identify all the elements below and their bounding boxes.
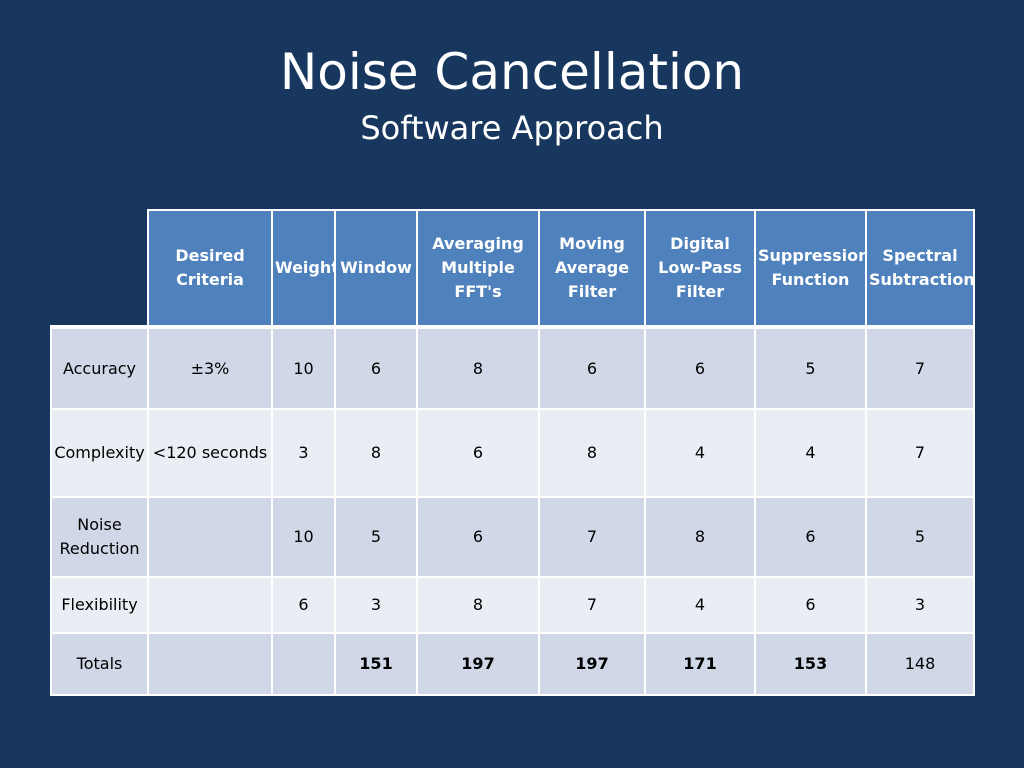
header-window: Window: [334, 209, 418, 329]
averaging-cell: 6: [416, 408, 540, 498]
averaging-total: 197: [416, 632, 540, 696]
spectral-cell: 7: [865, 326, 975, 410]
header-digital-low-pass-filter: Digital Low-Pass Filter: [644, 209, 756, 329]
weight-cell: 10: [271, 326, 336, 410]
spectral-total: 148: [865, 632, 975, 696]
suppression-total: 153: [754, 632, 867, 696]
weight-cell: 3: [271, 408, 336, 498]
weight-cell: 6: [271, 576, 336, 634]
row-label: Flexibility: [50, 576, 149, 634]
weight-cell: [271, 632, 336, 696]
suppression-cell: 5: [754, 326, 867, 410]
table-row-flexibility: Flexibility 6 3 8 7 4 6 3: [50, 576, 975, 634]
averaging-cell: 6: [416, 496, 540, 578]
low-pass-cell: 8: [644, 496, 756, 578]
desired-criteria-cell: ±3%: [147, 326, 273, 410]
moving-average-total: 197: [538, 632, 646, 696]
averaging-cell: 8: [416, 576, 540, 634]
suppression-cell: 6: [754, 576, 867, 634]
spectral-cell: 5: [865, 496, 975, 578]
header-desired-criteria: Desired Criteria: [147, 209, 273, 329]
table-row-accuracy: Accuracy ±3% 10 6 8 6 6 5 7: [50, 326, 975, 410]
table-header-row: Desired Criteria Weight Window Averaging…: [51, 209, 975, 329]
window-cell: 3: [334, 576, 418, 634]
row-label: Accuracy: [50, 326, 149, 410]
window-cell: 8: [334, 408, 418, 498]
header-spectral-subtraction: Spectral Subtraction: [865, 209, 975, 329]
moving-average-cell: 7: [538, 496, 646, 578]
row-label: Complexity: [50, 408, 149, 498]
weight-cell: 10: [271, 496, 336, 578]
suppression-cell: 4: [754, 408, 867, 498]
criteria-table: Desired Criteria Weight Window Averaging…: [50, 209, 975, 696]
slide-title: Noise Cancellation: [279, 43, 745, 101]
header-moving-average-filter: Moving Average Filter: [538, 209, 646, 329]
desired-criteria-cell: [147, 496, 273, 578]
window-total: 151: [334, 632, 418, 696]
table-row-noise-reduction: Noise Reduction 10 5 6 7 8 6 5: [50, 496, 975, 578]
header-suppression-function: Suppression Function: [754, 209, 867, 329]
moving-average-cell: 6: [538, 326, 646, 410]
row-label: Noise Reduction: [50, 496, 149, 578]
moving-average-cell: 7: [538, 576, 646, 634]
table-row-complexity: Complexity <120 seconds 3 8 6 8 4 4 7: [50, 408, 975, 498]
low-pass-total: 171: [644, 632, 756, 696]
table-row-totals: Totals 151 197 197 171 153 148: [50, 632, 975, 696]
moving-average-cell: 8: [538, 408, 646, 498]
desired-criteria-cell: [147, 632, 273, 696]
low-pass-cell: 6: [644, 326, 756, 410]
low-pass-cell: 4: [644, 576, 756, 634]
row-label: Totals: [50, 632, 149, 696]
spectral-cell: 7: [865, 408, 975, 498]
low-pass-cell: 4: [644, 408, 756, 498]
desired-criteria-cell: [147, 576, 273, 634]
averaging-cell: 8: [416, 326, 540, 410]
window-cell: 5: [334, 496, 418, 578]
suppression-cell: 6: [754, 496, 867, 578]
slide-subtitle: Software Approach: [360, 109, 664, 147]
spectral-cell: 3: [865, 576, 975, 634]
desired-criteria-cell: <120 seconds: [147, 408, 273, 498]
header-averaging-multiple-ffts: Averaging Multiple FFT's: [416, 209, 540, 329]
window-cell: 6: [334, 326, 418, 410]
header-corner-cell: [51, 210, 148, 329]
header-weight: Weight: [271, 209, 336, 329]
